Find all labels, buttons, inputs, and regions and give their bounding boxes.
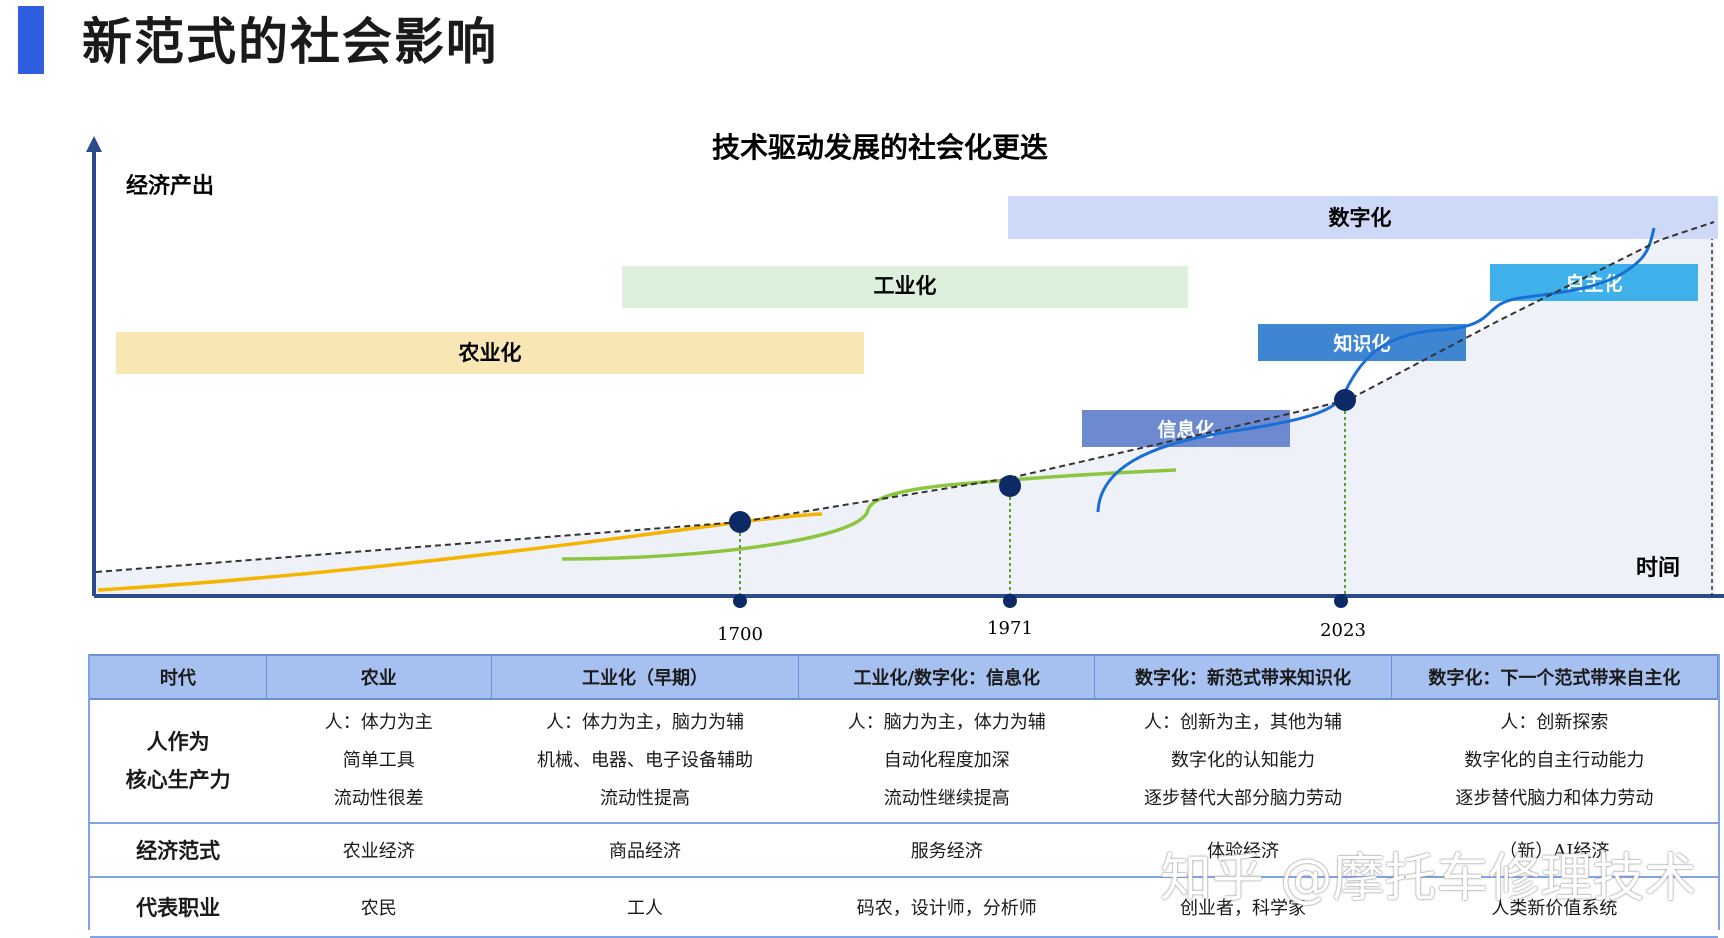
header-early-industrial: 工业化（早期） (491, 654, 800, 700)
table-header-row: 时代 农业 工业化（早期） 工业化/数字化：信息化 数字化：新范式带来知识化 数… (90, 654, 1719, 700)
era-comparison-table: 时代 农业 工业化（早期） 工业化/数字化：信息化 数字化：新范式带来知识化 数… (88, 654, 1720, 938)
header-agriculture: 农业 (266, 654, 492, 700)
stage-auto (1490, 264, 1698, 301)
digi-curve (1096, 227, 1656, 513)
row-label-productivity: 人作为 核心生产力 (90, 699, 267, 824)
milestone-1700-tick (733, 594, 747, 608)
table-cell: （新）AI经济 (1391, 823, 1718, 878)
milestone-2023-label: 2023 (1320, 620, 1366, 641)
table-row: 经济范式 农业经济 商品经济 服务经济 体验经济 （新）AI经济 (90, 823, 1718, 878)
milestone-1971-tick (1003, 594, 1017, 608)
watermark: 知乎 @摩托车修理技术 (1160, 849, 1697, 909)
x-axis-label: 时间 (1636, 555, 1680, 581)
band-agri-label: 农业化 (458, 340, 522, 365)
milestone-1971-node (999, 475, 1021, 497)
header-information: 工业化/数字化：信息化 (798, 654, 1096, 700)
stage-know-label: 知识化 (1333, 332, 1390, 355)
agri-curve (97, 512, 823, 592)
table-cell: 人：脑力为主，体力为辅 自动化程度加深 流动性继续提高 (798, 699, 1095, 824)
table-cell: 人：体力为主，脑力为辅 机械、电器、电子设备辅助 流动性提高 (491, 699, 799, 824)
y-axis-arrow-icon (86, 136, 102, 152)
milestone-2023-tick (1334, 594, 1348, 608)
band-digi (1008, 196, 1718, 239)
table-row: 人作为 核心生产力 人：体力为主 简单工具 流动性很差 人：体力为主，脑力为辅 … (90, 699, 1718, 824)
milestone-2023-node (1334, 389, 1356, 411)
row-label-economy: 经济范式 (90, 823, 267, 878)
table-cell: 农民 (266, 877, 492, 938)
y-axis-label: 经济产出 (126, 173, 214, 199)
band-agri (116, 332, 864, 374)
milestone-1700-label: 1700 (717, 624, 763, 645)
diagram-title: 技术驱动发展的社会化更迭 (712, 131, 1048, 164)
header-knowledge: 数字化：新范式带来知识化 (1094, 654, 1392, 700)
table-cell: 人：创新为主，其他为辅 数字化的认知能力 逐步替代大部分脑力劳动 (1094, 699, 1392, 824)
table-cell: 农业经济 (266, 823, 492, 878)
milestone-1700-node (729, 511, 751, 533)
growth-area (96, 222, 1715, 596)
indu-curve (561, 468, 1177, 561)
milestone-1971-label: 1971 (987, 618, 1033, 639)
band-indu-label: 工业化 (874, 273, 937, 298)
table-cell: 服务经济 (798, 823, 1095, 878)
row-label-occupation: 代表职业 (90, 877, 267, 938)
evolution-diagram: 技术驱动发展的社会化更迭 经济产出 时间 农业化 工业化 数字化 信息化 知识化… (86, 131, 1724, 645)
title-accent-bar (18, 6, 44, 74)
table-cell: 工人 (491, 877, 799, 938)
table-cell: 体验经济 (1094, 823, 1392, 878)
page-title: 新范式的社会影响 (82, 12, 498, 71)
table-cell: 人：体力为主 简单工具 流动性很差 (266, 699, 492, 824)
trend-line (95, 221, 1715, 573)
table-cell: 商品经济 (491, 823, 799, 878)
band-digi-label: 数字化 (1329, 205, 1392, 230)
header-era: 时代 (90, 654, 267, 700)
table-cell: 人：创新探索 数字化的自主行动能力 逐步替代脑力和体力劳动 (1391, 699, 1718, 824)
header-autonomy: 数字化：下一个范式带来自主化 (1391, 654, 1719, 700)
band-indu (622, 266, 1188, 308)
table-cell: 码农，设计师，分析师 (798, 877, 1095, 938)
